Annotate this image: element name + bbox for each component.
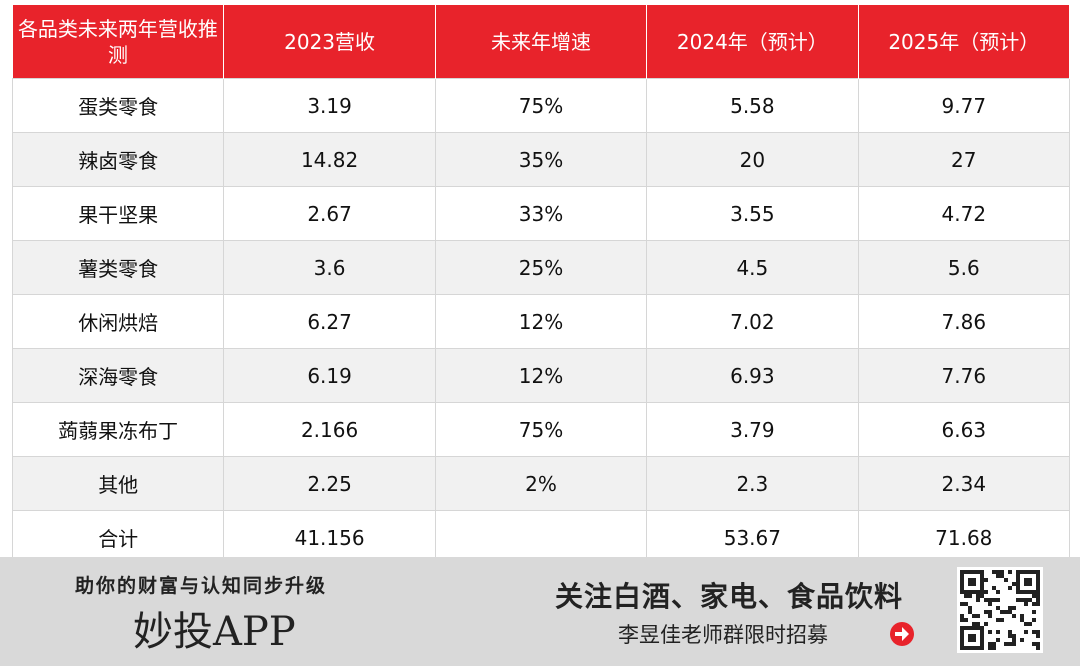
table-cell: 2.166 bbox=[223, 402, 436, 457]
table-cell: 4.72 bbox=[857, 186, 1071, 241]
subline: 李昱佳老师群限时招募 bbox=[618, 623, 828, 647]
header-cell: 2024年（预计） bbox=[646, 5, 859, 79]
table-cell: 4.5 bbox=[646, 240, 859, 295]
table-row: 合计 41.156 53.67 71.68 bbox=[11, 510, 1071, 565]
table-cell: 6.27 bbox=[223, 294, 436, 349]
table-cell: 25% bbox=[434, 240, 648, 295]
table-cell: 3.19 bbox=[223, 78, 436, 133]
table-cell: 27 bbox=[857, 132, 1071, 187]
table-cell: 14.82 bbox=[223, 132, 436, 187]
table-cell: 2% bbox=[434, 456, 648, 511]
table-row: 其他 2.25 2% 2.3 2.34 bbox=[11, 456, 1071, 511]
table-row: 辣卤零食 14.82 35% 20 27 bbox=[11, 132, 1071, 187]
table-row: 蒟蒻果冻布丁 2.166 75% 3.79 6.63 bbox=[11, 402, 1071, 457]
promo-banner: 助你的财富与认知同步升级 妙投APP 关注白酒、家电、食品饮料 李昱佳老师群限时… bbox=[0, 557, 1080, 666]
header-cell: 2025年（预计） bbox=[858, 5, 1071, 79]
table-cell: 2.34 bbox=[857, 456, 1071, 511]
table-cell: 蛋类零食 bbox=[11, 78, 225, 133]
table-cell: 75% bbox=[434, 402, 648, 457]
table-row: 深海零食 6.19 12% 6.93 7.76 bbox=[11, 348, 1071, 403]
table-cell: 12% bbox=[434, 294, 648, 349]
table-cell: 2.25 bbox=[223, 456, 436, 511]
table-cell: 5.58 bbox=[646, 78, 859, 133]
app-name: 妙投APP bbox=[133, 609, 296, 655]
table-cell: 3.79 bbox=[646, 402, 859, 457]
headline: 关注白酒、家电、食品饮料 bbox=[555, 580, 904, 613]
empty-cell bbox=[434, 510, 648, 565]
table-cell: 35% bbox=[434, 132, 648, 187]
header-cell: 各品类未来两年营收推测 bbox=[12, 5, 225, 79]
table-cell: 71.68 bbox=[857, 510, 1071, 565]
table-cell: 合计 bbox=[11, 510, 225, 565]
table-cell: 7.86 bbox=[857, 294, 1071, 349]
table-cell: 53.67 bbox=[646, 510, 859, 565]
table-cell: 2.3 bbox=[646, 456, 859, 511]
table-row: 休闲烘焙 6.27 12% 7.02 7.86 bbox=[11, 294, 1071, 349]
slogan: 助你的财富与认知同步升级 bbox=[75, 575, 328, 597]
qr-code bbox=[957, 567, 1043, 653]
table-cell: 6.93 bbox=[646, 348, 859, 403]
table-cell: 薯类零食 bbox=[11, 240, 225, 295]
table-row: 蛋类零食 3.19 75% 5.58 9.77 bbox=[11, 78, 1071, 133]
header-cell: 2023营收 bbox=[223, 5, 436, 79]
header-row: 各品类未来两年营收推测 2023营收 未来年增速 2024年（预计） 2025年（预计） bbox=[12, 5, 1071, 79]
table-cell: 9.77 bbox=[857, 78, 1071, 133]
table-cell: 3.55 bbox=[646, 186, 859, 241]
table-cell: 3.6 bbox=[223, 240, 436, 295]
table-cell: 休闲烘焙 bbox=[11, 294, 225, 349]
table-cell: 蒟蒻果冻布丁 bbox=[11, 402, 225, 457]
table-cell: 20 bbox=[646, 132, 859, 187]
table-cell: 6.19 bbox=[223, 348, 436, 403]
revenue-table: 各品类未来两年营收推测 2023营收 未来年增速 2024年（预计） 2025年（预计）… bbox=[11, 5, 1071, 565]
table-cell: 其他 bbox=[11, 456, 225, 511]
table-cell: 12% bbox=[434, 348, 648, 403]
table-cell: 75% bbox=[434, 78, 648, 133]
table-cell: 深海零食 bbox=[11, 348, 225, 403]
table-row: 薯类零食 3.6 25% 4.5 5.6 bbox=[11, 240, 1071, 295]
table-cell: 33% bbox=[434, 186, 648, 241]
table-cell: 41.156 bbox=[223, 510, 436, 565]
table-row: 果干坚果 2.67 33% 3.55 4.72 bbox=[11, 186, 1071, 241]
arrow-icon bbox=[890, 622, 914, 646]
table-cell: 5.6 bbox=[857, 240, 1071, 295]
table-cell: 2.67 bbox=[223, 186, 436, 241]
table-cell: 果干坚果 bbox=[11, 186, 225, 241]
table-cell: 7.02 bbox=[646, 294, 859, 349]
table-cell: 6.63 bbox=[857, 402, 1071, 457]
table-cell: 7.76 bbox=[857, 348, 1071, 403]
table-cell: 辣卤零食 bbox=[11, 132, 225, 187]
header-cell: 未来年增速 bbox=[435, 5, 648, 79]
